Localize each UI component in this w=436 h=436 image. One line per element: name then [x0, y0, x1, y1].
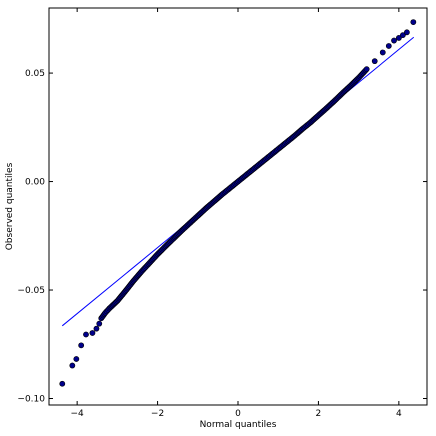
- y-tick-label: 0.05: [25, 69, 45, 79]
- data-point: [78, 342, 85, 349]
- data-point: [410, 19, 417, 26]
- data-point: [96, 320, 103, 327]
- x-axis-title: Normal quantiles: [200, 420, 277, 430]
- data-point: [385, 43, 392, 49]
- x-tick-label: 0: [235, 409, 241, 419]
- data-point: [69, 362, 76, 369]
- x-tick-label: −2: [151, 409, 164, 419]
- data-point: [391, 37, 397, 44]
- plot-marks: [59, 19, 417, 387]
- data-point: [399, 32, 406, 39]
- y-axis-title: Observed quantiles: [5, 162, 15, 250]
- plot-frame: [48, 7, 428, 406]
- y-tick-label: −0.05: [17, 286, 45, 296]
- data-point: [395, 35, 402, 41]
- data-point: [83, 331, 89, 338]
- data-point: [403, 29, 410, 36]
- data-point: [379, 49, 386, 56]
- y-tick-label: 0.00: [25, 178, 45, 188]
- x-tick-label: −4: [71, 409, 85, 419]
- data-point: [73, 356, 80, 362]
- x-axis-ticks: −4 −2 0 2 4: [71, 8, 402, 419]
- data-point: [371, 58, 378, 65]
- data-point: [59, 380, 66, 387]
- x-tick-label: 2: [316, 409, 322, 419]
- y-axis-ticks: −0.10 −0.05 0.00 0.05: [17, 69, 427, 404]
- x-tick-label: 4: [396, 409, 402, 419]
- data-point: [363, 66, 370, 73]
- data-point: [89, 330, 96, 336]
- data-point: [93, 325, 100, 332]
- y-tick-label: −0.10: [17, 394, 45, 404]
